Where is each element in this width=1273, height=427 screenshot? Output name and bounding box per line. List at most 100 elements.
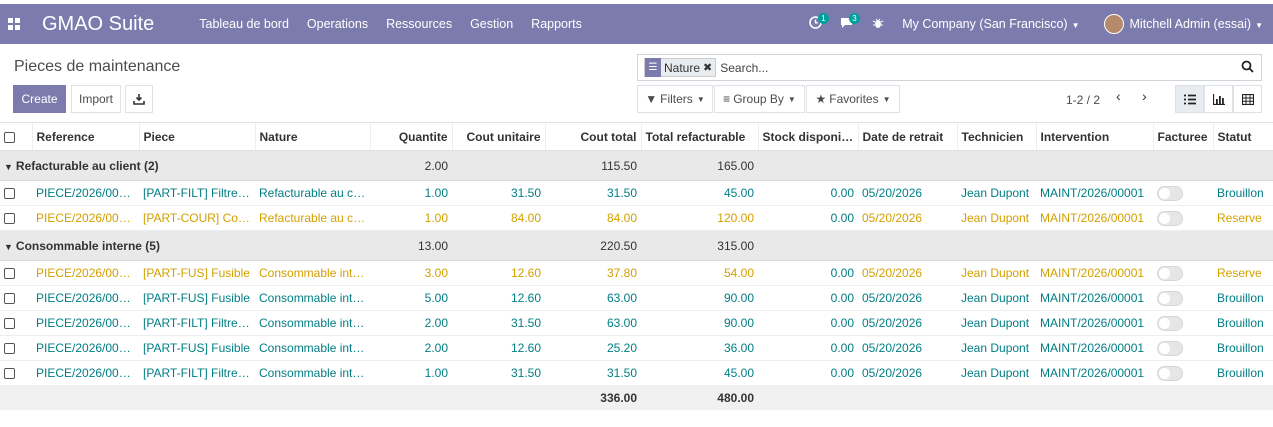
cell-cout-unitaire[interactable]: 31.50 (452, 360, 545, 386)
cell-stock-disponible[interactable]: 0.00 (758, 335, 858, 361)
list-view-button[interactable] (1175, 85, 1204, 113)
row-checkbox[interactable] (4, 368, 15, 380)
row-select-cell[interactable] (0, 360, 32, 386)
search-input[interactable] (720, 60, 1221, 75)
cell-cout-unitaire[interactable]: 31.50 (452, 180, 545, 206)
cell-piece[interactable]: [PART-COUR] Courroie (139, 205, 255, 231)
cell-quantite[interactable]: 2.00 (370, 310, 452, 336)
facturee-toggle[interactable] (1157, 315, 1183, 331)
cell-cout-unitaire[interactable]: 84.00 (452, 205, 545, 231)
cell-facturee[interactable] (1153, 205, 1213, 231)
apps-menu-icon[interactable] (8, 18, 20, 30)
cell-statut[interactable]: Reserve (1213, 260, 1273, 286)
cell-intervention[interactable]: MAINT/2026/00001 (1036, 205, 1153, 231)
facturee-toggle[interactable] (1157, 365, 1183, 381)
table-row[interactable]: PIECE/2026/00001[PART-FILT] Filtre à hui… (0, 360, 1273, 386)
group-by-dropdown[interactable]: ≡ Group By ▼ (714, 85, 805, 113)
select-all-checkbox[interactable] (4, 131, 15, 143)
cell-total-refacturable[interactable]: 45.00 (641, 360, 758, 386)
cell-nature[interactable]: Consommable interne (255, 260, 370, 286)
cell-technicien[interactable]: Jean Dupont (957, 205, 1036, 231)
cell-facturee[interactable] (1153, 360, 1213, 386)
menu-operations[interactable]: Operations (306, 17, 369, 31)
cell-reference[interactable]: PIECE/2026/00003 (32, 310, 139, 336)
cell-stock-disponible[interactable]: 0.00 (758, 260, 858, 286)
cell-stock-disponible[interactable]: 0.00 (758, 310, 858, 336)
column-header-piece[interactable]: Piece (139, 122, 256, 151)
cell-intervention[interactable]: MAINT/2026/00001 (1036, 260, 1153, 286)
cell-cout-total[interactable]: 63.00 (545, 310, 641, 336)
cell-nature[interactable]: Consommable interne (255, 335, 370, 361)
cell-statut[interactable]: Reserve (1213, 205, 1273, 231)
cell-intervention[interactable]: MAINT/2026/00001 (1036, 310, 1153, 336)
messages-icon[interactable]: 3 (840, 13, 860, 32)
cell-intervention[interactable]: MAINT/2026/00001 (1036, 360, 1153, 386)
column-header-date-retrait[interactable]: Date de retrait (858, 122, 958, 151)
table-row[interactable]: PIECE/2026/00003[PART-FILT] Filtre à hui… (0, 310, 1273, 336)
group-name[interactable]: ▼ Consommable interne (5) (0, 230, 370, 261)
group-row[interactable]: ▼ Consommable interne (5) 13.00 220.50 315.0… (0, 230, 1273, 261)
group-name[interactable]: ▼ Refacturable au client (2) (0, 150, 370, 181)
search-icon[interactable] (1241, 60, 1254, 76)
cell-reference[interactable]: PIECE/2026/00004 (32, 285, 139, 311)
cell-cout-total[interactable]: 37.80 (545, 260, 641, 286)
column-header-intervention[interactable]: Intervention (1036, 122, 1154, 151)
column-header-stock-disponible[interactable]: Stock disponible (758, 122, 859, 151)
cell-technicien[interactable]: Jean Dupont (957, 335, 1036, 361)
cell-nature[interactable]: Refacturable au client (255, 180, 370, 206)
cell-facturee[interactable] (1153, 260, 1213, 286)
cell-reference[interactable]: PIECE/2026/00007 (32, 180, 139, 206)
table-row[interactable]: PIECE/2026/00004 [PART-FUS] Fusible Consom… (0, 285, 1273, 311)
cell-technicien[interactable]: Jean Dupont (957, 360, 1036, 386)
column-header-total-refacturable[interactable]: Total refacturable (641, 122, 759, 151)
group-row[interactable]: ▼ Refacturable au client (2) 2.00 115.50 165… (0, 150, 1273, 181)
cell-date-retrait[interactable]: 05/20/2026 (858, 360, 957, 386)
import-button[interactable]: Import (71, 85, 121, 113)
facturee-toggle[interactable] (1157, 265, 1183, 281)
cell-statut[interactable]: Brouillon (1213, 310, 1273, 336)
cell-cout-unitaire[interactable]: 31.50 (452, 310, 545, 336)
row-select-cell[interactable] (0, 205, 32, 231)
column-header-quantite[interactable]: Quantite (370, 122, 453, 151)
cell-facturee[interactable] (1153, 335, 1213, 361)
cell-quantite[interactable]: 2.00 (370, 335, 452, 361)
cell-cout-total[interactable]: 25.20 (545, 335, 641, 361)
cell-quantite[interactable]: 3.00 (370, 260, 452, 286)
cell-quantite[interactable]: 1.00 (370, 360, 452, 386)
row-checkbox[interactable] (4, 293, 15, 305)
cell-reference[interactable]: PIECE/2026/00005 (32, 205, 139, 231)
column-header-cout-unitaire[interactable]: Cout unitaire (452, 122, 546, 151)
cell-nature[interactable]: Consommable interne (255, 310, 370, 336)
cell-facturee[interactable] (1153, 180, 1213, 206)
cell-intervention[interactable]: MAINT/2026/00001 (1036, 335, 1153, 361)
cell-cout-unitaire[interactable]: 12.60 (452, 260, 545, 286)
facturee-toggle[interactable] (1157, 185, 1183, 201)
cell-piece[interactable]: [PART-FILT] Filtre à huile (139, 360, 255, 386)
search-facet-groupby[interactable]: ☰ Nature ✖ (644, 58, 717, 77)
cell-technicien[interactable]: Jean Dupont (957, 260, 1036, 286)
create-button[interactable]: Create (13, 85, 66, 113)
cell-date-retrait[interactable]: 05/20/2026 (858, 260, 957, 286)
cell-intervention[interactable]: MAINT/2026/00001 (1036, 180, 1153, 206)
cell-cout-total[interactable]: 31.50 (545, 360, 641, 386)
row-checkbox[interactable] (4, 318, 15, 330)
cell-cout-unitaire[interactable]: 12.60 (452, 335, 545, 361)
pager-previous-icon[interactable]: ‹ (1116, 88, 1121, 104)
cell-facturee[interactable] (1153, 310, 1213, 336)
row-checkbox[interactable] (4, 268, 15, 280)
cell-stock-disponible[interactable]: 0.00 (758, 360, 858, 386)
cell-reference[interactable]: PIECE/2026/00002 (32, 335, 139, 361)
column-header-statut[interactable]: Statut (1213, 122, 1273, 151)
app-brand[interactable]: GMAO Suite (42, 12, 155, 35)
pager-value[interactable]: 1-2 / 2 (1066, 93, 1101, 107)
cell-cout-unitaire[interactable]: 12.60 (452, 285, 545, 311)
cell-date-retrait[interactable]: 05/20/2026 (858, 285, 957, 311)
table-row[interactable]: PIECE/2026/00007[PART-FILT] Filtre à hui… (0, 180, 1273, 206)
cell-technicien[interactable]: Jean Dupont (957, 285, 1036, 311)
row-select-cell[interactable] (0, 335, 32, 361)
cell-reference[interactable]: PIECE/2026/00006 (32, 260, 139, 286)
cell-stock-disponible[interactable]: 0.00 (758, 285, 858, 311)
export-button[interactable] (125, 85, 153, 113)
cell-cout-total[interactable]: 63.00 (545, 285, 641, 311)
graph-view-button[interactable] (1204, 85, 1233, 113)
